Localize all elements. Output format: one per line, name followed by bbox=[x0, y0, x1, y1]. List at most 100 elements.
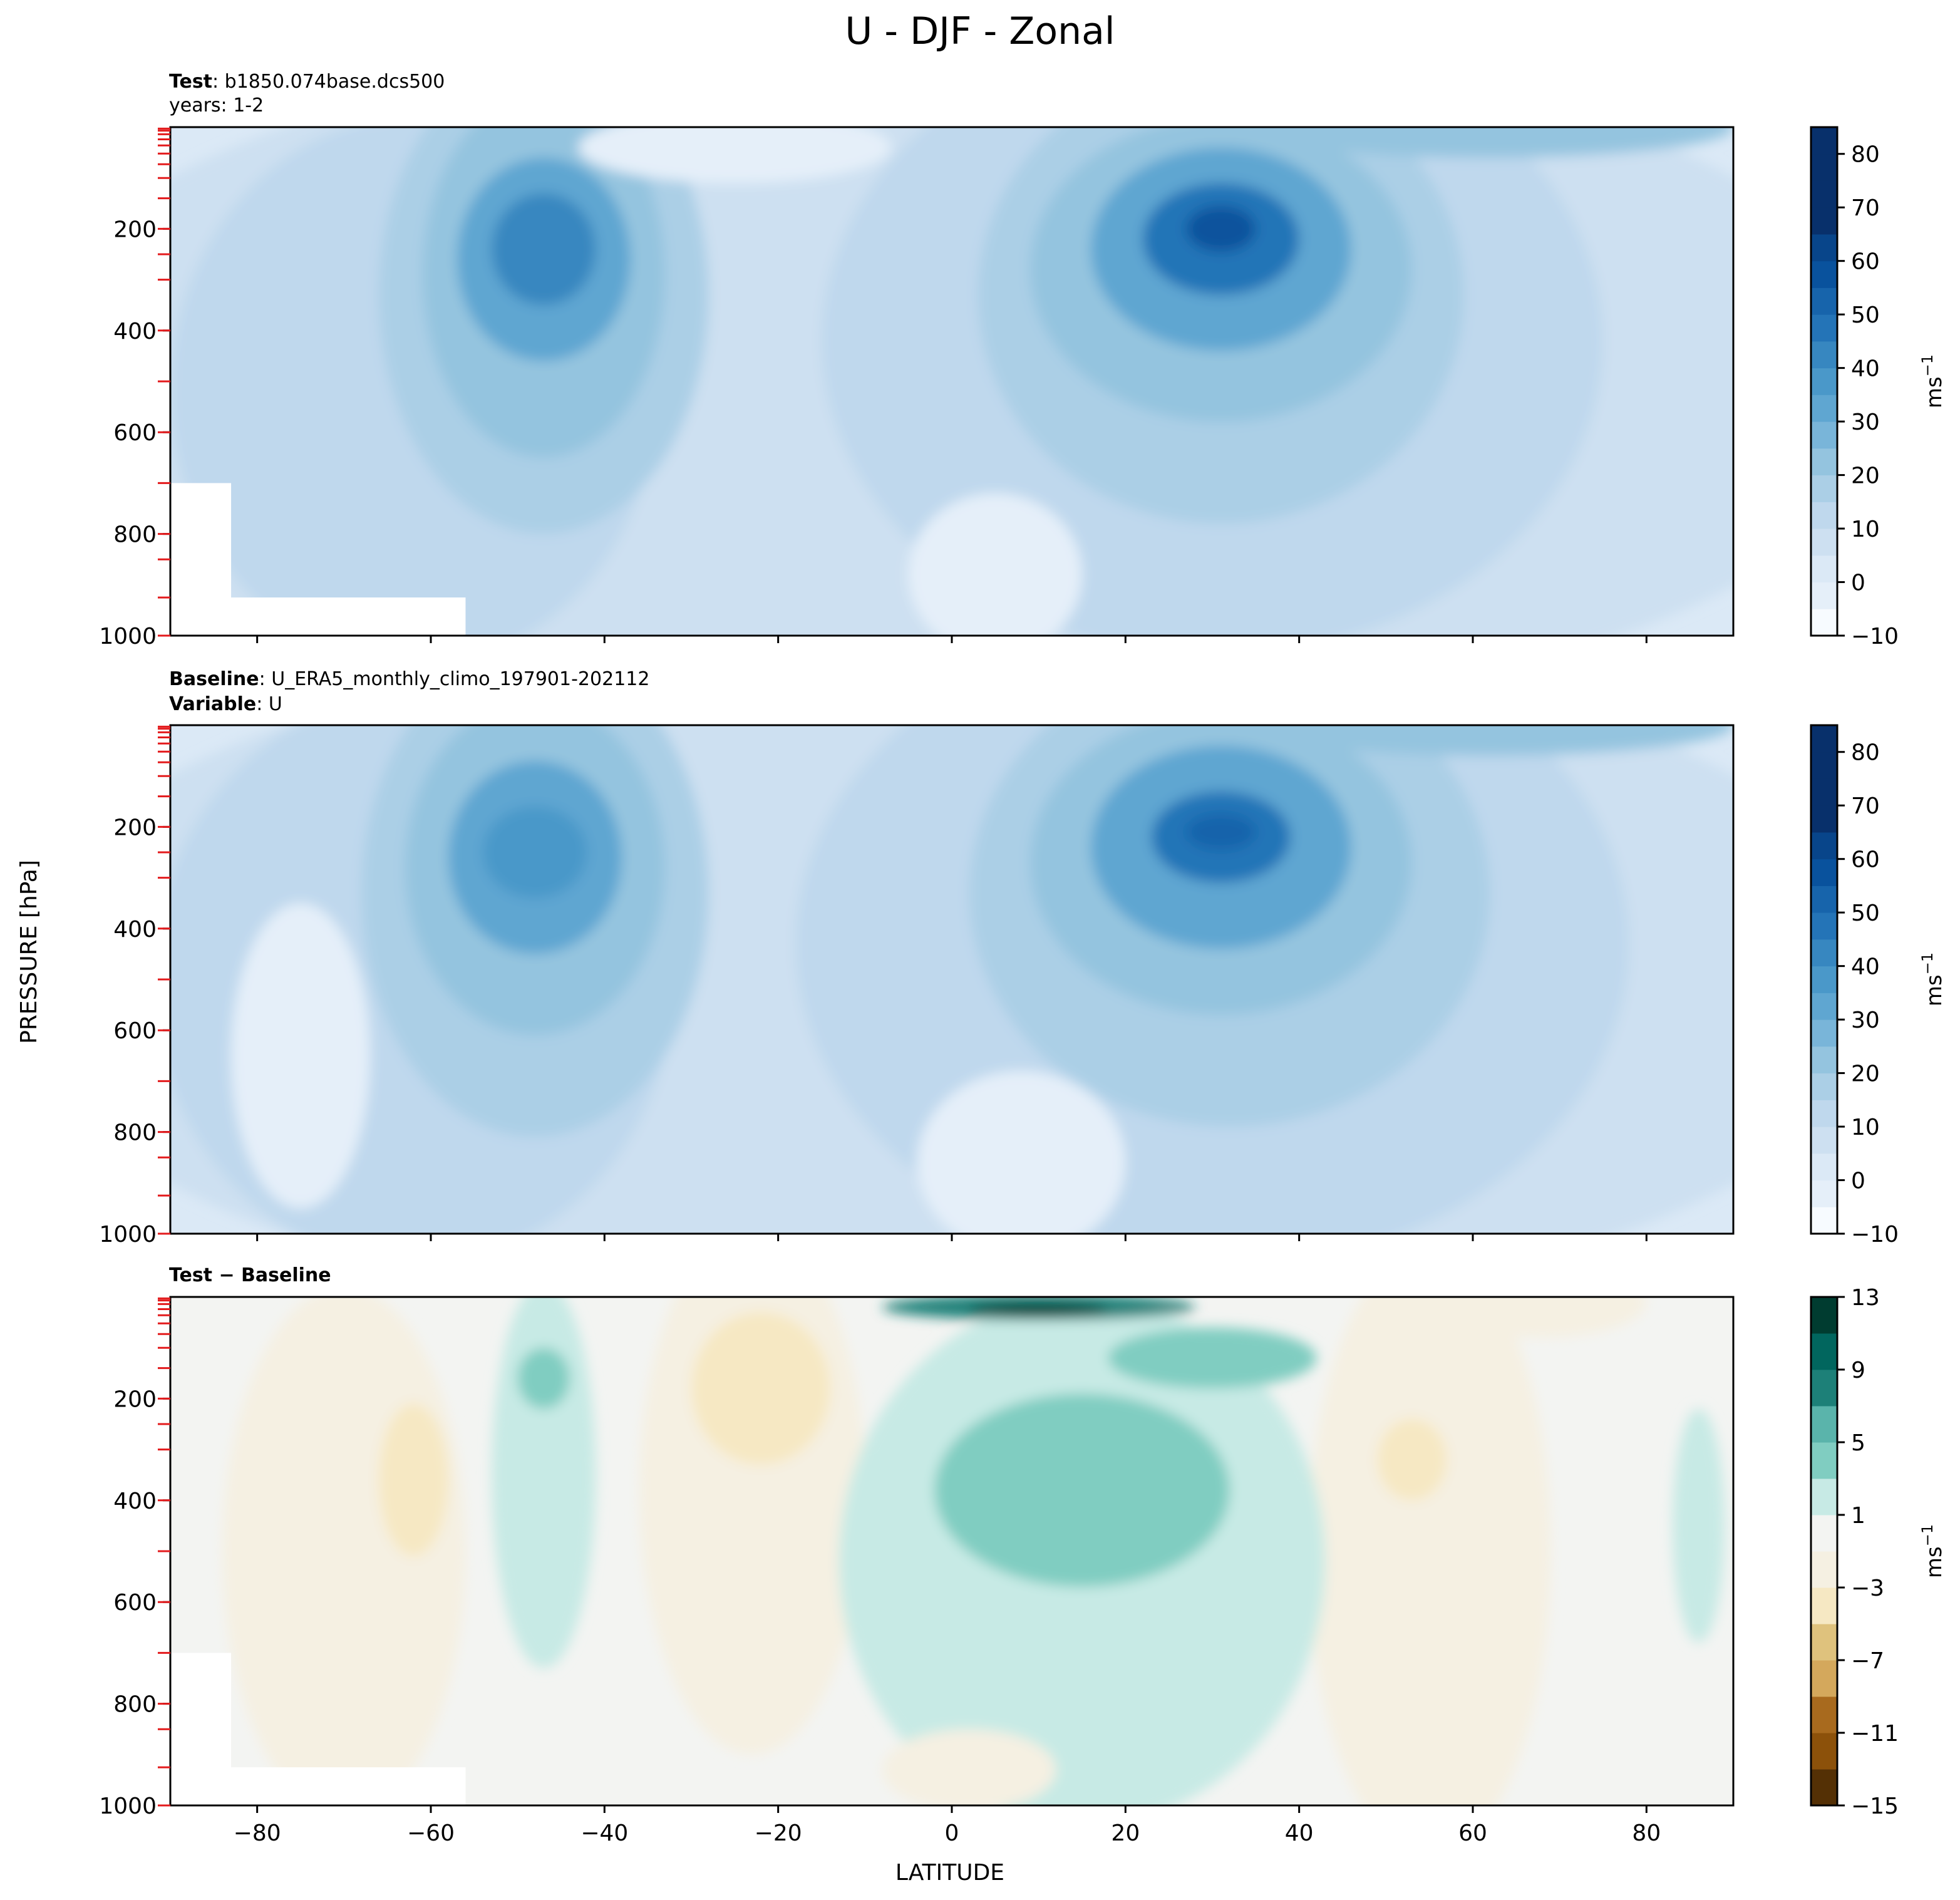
colorbar-segment bbox=[1811, 234, 1837, 262]
test-x-ticks bbox=[256, 636, 1648, 643]
colorbar-segment bbox=[1811, 1100, 1837, 1127]
colorbar-segment bbox=[1811, 153, 1837, 181]
colorbar-tick-label: 50 bbox=[1851, 302, 1880, 328]
x-tick-label: −20 bbox=[755, 1820, 802, 1846]
colorbar-segment bbox=[1811, 261, 1837, 288]
colorbar-tick-label: 70 bbox=[1851, 195, 1880, 221]
contour-layers bbox=[170, 725, 1733, 1234]
colorbar-segment bbox=[1811, 1207, 1837, 1234]
colorbar-segment bbox=[1811, 341, 1837, 369]
colorbar-segment bbox=[1811, 939, 1837, 967]
contour-region bbox=[1108, 1327, 1317, 1389]
y-tick-label: 800 bbox=[113, 522, 157, 548]
test-level-ticks bbox=[158, 127, 170, 637]
y-tick-label: 400 bbox=[113, 917, 157, 942]
colorbar-tick-label: 10 bbox=[1851, 1115, 1880, 1140]
test-surface-mask bbox=[170, 483, 466, 636]
colorbar-frame bbox=[1810, 1296, 1839, 1807]
test-panel: Test: b1850.074base.dcs500 years: 1-2 20… bbox=[99, 71, 1947, 649]
masked-region bbox=[170, 1653, 232, 1805]
colorbar-segment bbox=[1811, 1297, 1837, 1334]
difference-level-ticks bbox=[158, 1297, 170, 1807]
contour-region bbox=[934, 1393, 1230, 1587]
colorbar-segment bbox=[1811, 1769, 1837, 1806]
colorbar-frame bbox=[1810, 724, 1839, 1235]
contour-region bbox=[691, 1312, 830, 1465]
y-tick-label: 200 bbox=[113, 815, 157, 840]
masked-region bbox=[170, 483, 232, 636]
colorbar-segment bbox=[1811, 1020, 1837, 1047]
contour-layers bbox=[170, 127, 1733, 636]
baseline-x-ticks bbox=[256, 1234, 1648, 1241]
baseline-panel: Baseline: U_ERA5_monthly_climo_197901-20… bbox=[99, 668, 1947, 1247]
baseline-variable-line: Variable: U bbox=[169, 693, 282, 715]
y-tick-label: 600 bbox=[113, 420, 157, 446]
colorbar-tick-label: 40 bbox=[1851, 356, 1880, 382]
colorbar-tick-label: 5 bbox=[1851, 1430, 1865, 1456]
colorbar-label: ms−1 bbox=[1919, 1524, 1947, 1578]
colorbar-tick-label: 40 bbox=[1851, 954, 1880, 980]
contour-region bbox=[378, 1403, 448, 1557]
colorbar-unit-exponent: −1 bbox=[1919, 1524, 1936, 1546]
colorbar-segment bbox=[1811, 555, 1837, 583]
difference-colorbar: −15 −11 −7 −3 1 5 9 13 ms−1 bbox=[1810, 1285, 1947, 1819]
colorbar-segment bbox=[1811, 314, 1837, 342]
colorbar-segment bbox=[1811, 287, 1837, 315]
colorbar-segment bbox=[1811, 368, 1837, 395]
colorbar-segment bbox=[1811, 1733, 1837, 1770]
y-tick-label: 600 bbox=[113, 1590, 157, 1616]
colorbar-tick-label: 0 bbox=[1851, 571, 1865, 596]
colorbar-segment bbox=[1811, 1073, 1837, 1100]
colorbar-unit: ms bbox=[1922, 1546, 1947, 1578]
colorbar-segment bbox=[1811, 475, 1837, 502]
x-tick-label: 0 bbox=[945, 1820, 959, 1846]
test-panel-header: Test: b1850.074base.dcs500 bbox=[169, 71, 445, 93]
colorbar-tick-label: −10 bbox=[1851, 624, 1899, 649]
colorbar-unit-exponent: −1 bbox=[1919, 354, 1936, 376]
baseline-colorbar: −10 0 10 20 30 40 50 60 70 80 ms−1 bbox=[1810, 724, 1947, 1247]
contour-region bbox=[1438, 1297, 1647, 1338]
colorbar-frame bbox=[1810, 126, 1839, 637]
x-tick-label: 60 bbox=[1458, 1820, 1487, 1846]
colorbar-segment bbox=[1811, 966, 1837, 993]
contour-region bbox=[222, 1297, 466, 1805]
colorbar-tick-label: 20 bbox=[1851, 463, 1880, 489]
colorbar-segment bbox=[1811, 751, 1837, 779]
colorbar-segment bbox=[1811, 1046, 1837, 1074]
colorbar-segment bbox=[1811, 502, 1837, 529]
contour-region bbox=[1247, 127, 1733, 158]
colorbar-segment bbox=[1811, 1406, 1837, 1443]
colorbar-tick-label: −15 bbox=[1851, 1794, 1899, 1819]
colorbar-segment bbox=[1811, 127, 1837, 155]
colorbar-segment bbox=[1811, 1624, 1837, 1661]
colorbar-segment bbox=[1811, 805, 1837, 833]
contour-region bbox=[483, 806, 587, 899]
colorbar-tick-label: 13 bbox=[1851, 1285, 1880, 1311]
x-tick-label: 40 bbox=[1285, 1820, 1314, 1846]
colorbar-segment bbox=[1811, 859, 1837, 886]
colorbar-tick-label: 70 bbox=[1851, 793, 1880, 819]
baseline-panel-header: Baseline: U_ERA5_monthly_climo_197901-20… bbox=[169, 668, 649, 690]
colorbar-segment bbox=[1811, 1479, 1837, 1515]
test-y-ticks: 200 400 600 800 1000 bbox=[99, 217, 170, 649]
contour-layers bbox=[222, 1297, 1725, 1805]
colorbar-label: ms−1 bbox=[1919, 354, 1947, 408]
colorbar-tick-label: 30 bbox=[1851, 1008, 1880, 1033]
contour-region bbox=[639, 1297, 865, 1755]
colorbar-segment bbox=[1811, 1153, 1837, 1181]
baseline-label: Baseline bbox=[169, 668, 259, 690]
figure-title: U - DJF - Zonal bbox=[845, 9, 1115, 53]
contour-region bbox=[969, 1303, 1108, 1316]
difference-contour-field bbox=[170, 1297, 1733, 1805]
contour-region bbox=[1247, 725, 1733, 756]
contour-region bbox=[231, 903, 370, 1209]
y-axis-label: PRESSURE [hPa] bbox=[16, 860, 42, 1044]
colorbar-segment bbox=[1811, 1515, 1837, 1552]
variable-name: : U bbox=[256, 693, 282, 715]
variable-label: Variable bbox=[169, 693, 256, 715]
y-tick-label: 400 bbox=[113, 1489, 157, 1514]
colorbar-segment bbox=[1811, 1551, 1837, 1588]
contour-region bbox=[908, 493, 1082, 636]
y-tick-label: 1000 bbox=[99, 1794, 157, 1819]
x-tick-label: 20 bbox=[1111, 1820, 1140, 1846]
